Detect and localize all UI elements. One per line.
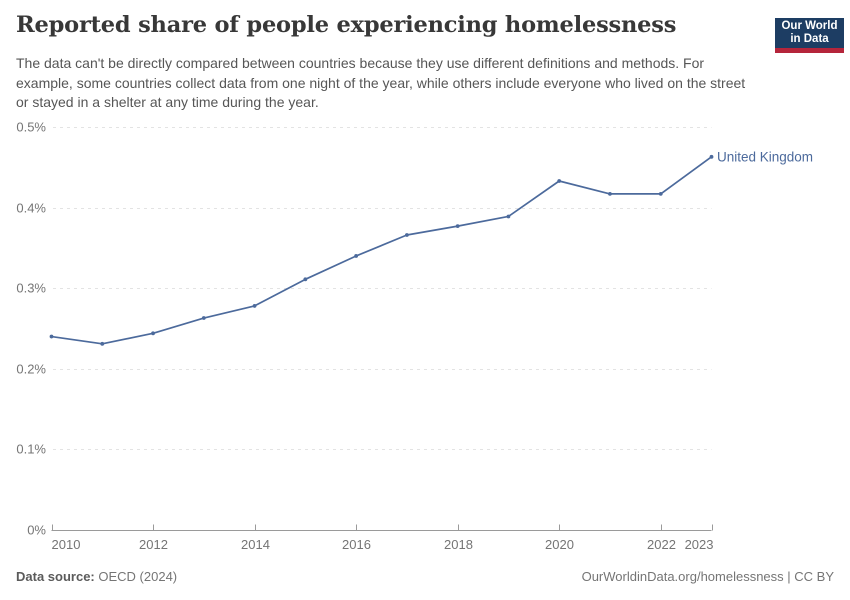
y-tick-label: 0.4% bbox=[16, 201, 46, 216]
data-point bbox=[404, 233, 409, 237]
owid-logo-line1: Our World bbox=[781, 20, 838, 32]
data-source-value: OECD (2024) bbox=[98, 569, 178, 584]
data-point bbox=[455, 224, 460, 229]
x-tick-label: 2010 bbox=[52, 537, 81, 552]
y-tick-label: 0% bbox=[27, 523, 46, 538]
chart-subtitle: The data can't be directly compared betw… bbox=[16, 55, 746, 110]
data-point bbox=[303, 277, 308, 282]
data-point bbox=[100, 341, 105, 346]
data-point bbox=[201, 316, 206, 320]
x-tick-label: 2020 bbox=[545, 537, 574, 552]
x-tick-label: 2018 bbox=[444, 537, 473, 552]
owid-logo[interactable]: Our World in Data bbox=[775, 18, 844, 53]
x-tick-label: 2014 bbox=[241, 537, 270, 552]
data-point bbox=[151, 331, 155, 336]
data-line bbox=[50, 155, 713, 345]
data-point bbox=[557, 179, 562, 183]
page-title: Reported share of people experiencing ho… bbox=[16, 12, 677, 38]
data-point bbox=[709, 154, 714, 159]
data-source-label: Data source: bbox=[16, 569, 95, 584]
x-tick-label: 2016 bbox=[342, 537, 371, 552]
data-source: Data source: OECD (2024) bbox=[16, 569, 177, 584]
y-tick-label: 0.5% bbox=[16, 120, 46, 135]
data-point bbox=[354, 254, 359, 258]
x-tick-label: 2023 bbox=[685, 537, 714, 552]
credit-link[interactable]: OurWorldinData.org/homelessness | CC BY bbox=[581, 569, 834, 584]
y-tick-label: 0.1% bbox=[16, 442, 46, 457]
owid-logo-line2: in Data bbox=[790, 33, 829, 45]
x-tick-label: 2012 bbox=[139, 537, 168, 552]
data-point bbox=[608, 191, 612, 196]
data-point bbox=[252, 304, 257, 308]
data-point bbox=[658, 191, 663, 196]
y-tick-label: 0.3% bbox=[16, 281, 46, 296]
series-label: United Kingdom bbox=[717, 149, 813, 164]
data-point bbox=[506, 214, 511, 219]
y-tick-label: 0.2% bbox=[16, 362, 46, 377]
data-point bbox=[49, 334, 54, 339]
x-tick-label: 2022 bbox=[647, 537, 676, 552]
